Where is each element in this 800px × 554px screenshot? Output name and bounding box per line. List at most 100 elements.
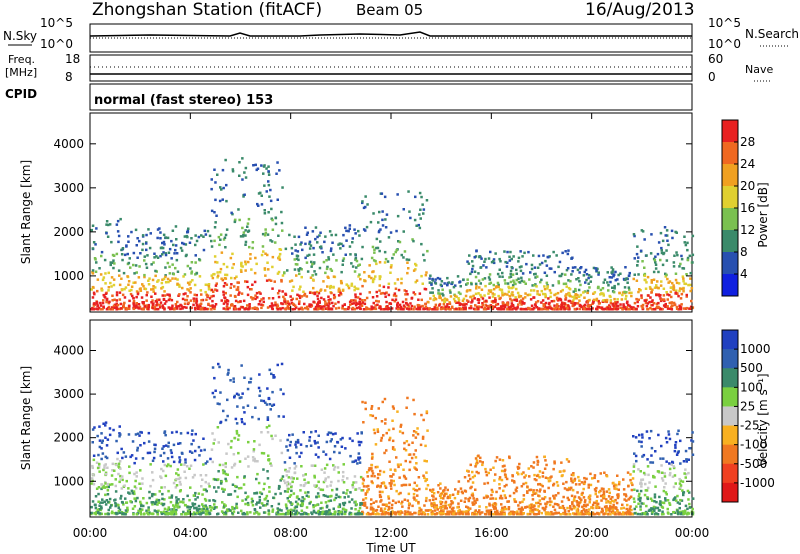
echo-cell <box>684 504 688 508</box>
echo-cell <box>513 306 516 310</box>
echo-cell <box>258 443 261 447</box>
echo-cell <box>354 253 357 256</box>
echo-cell <box>147 440 151 443</box>
echo-cell <box>276 304 280 308</box>
echo-cell <box>233 464 236 467</box>
echo-cell <box>666 507 669 511</box>
echo-cell <box>299 489 302 492</box>
echo-cell <box>201 298 205 302</box>
echo-cell <box>364 493 367 496</box>
echo-cell <box>253 271 257 275</box>
echo-cell <box>683 511 686 514</box>
echo-cell <box>333 465 337 469</box>
echo-cell <box>632 277 635 281</box>
echo-cell <box>138 507 142 511</box>
echo-cell <box>167 306 170 309</box>
echo-cell <box>166 293 169 296</box>
echo-cell <box>285 505 288 508</box>
echo-cell <box>139 430 142 434</box>
echo-cell <box>439 487 442 490</box>
echo-cell <box>329 298 332 301</box>
echo-cell <box>654 261 657 264</box>
echo-cell <box>186 494 189 498</box>
echo-cell <box>538 490 541 493</box>
echo-cell <box>157 501 160 504</box>
echo-cell <box>385 300 388 304</box>
echo-cell <box>616 304 620 308</box>
echo-cell <box>317 304 321 308</box>
echo-cell <box>315 484 318 487</box>
echo-cell <box>625 513 628 516</box>
echo-cell <box>96 304 100 307</box>
echo-cell <box>109 263 112 267</box>
echo-cell <box>240 396 243 399</box>
echo-cell <box>567 308 570 311</box>
echo-cell <box>638 433 641 437</box>
echo-cell <box>281 186 284 189</box>
echo-cell <box>674 272 678 275</box>
echo-cell <box>125 479 128 483</box>
echo-cell <box>259 491 262 494</box>
echo-cell <box>554 511 558 514</box>
echo-cell <box>540 307 543 311</box>
echo-cell <box>657 305 660 309</box>
echo-cell <box>381 512 384 516</box>
echo-cell <box>494 497 498 500</box>
echo-cell <box>249 257 252 260</box>
echo-cell <box>485 266 488 269</box>
echo-cell <box>599 472 602 475</box>
freq-unit: [MHz] <box>5 66 37 79</box>
echo-cell <box>182 292 185 296</box>
echo-cell <box>402 230 405 233</box>
echo-cell <box>473 297 476 300</box>
echo-cell <box>272 374 275 377</box>
echo-cell <box>397 492 401 496</box>
echo-cell <box>107 305 111 309</box>
echo-cell <box>586 300 590 304</box>
echo-cell <box>668 301 671 305</box>
beam-title: Beam 05 <box>356 1 423 19</box>
echo-cell <box>145 266 149 269</box>
echo-cell <box>114 484 117 488</box>
echo-cell <box>644 299 647 303</box>
echo-cell <box>496 509 499 513</box>
echo-cell <box>379 509 383 512</box>
echo-cell <box>553 304 556 307</box>
echo-cell <box>222 262 226 266</box>
echo-cell <box>641 260 644 263</box>
echo-cell <box>246 230 250 233</box>
echo-cell <box>665 229 669 232</box>
echo-cell <box>174 225 178 228</box>
echo-cell <box>349 253 352 256</box>
echo-cell <box>639 289 642 292</box>
echo-cell <box>320 296 323 300</box>
echo-cell <box>636 260 640 263</box>
echo-cell <box>226 398 229 402</box>
echo-cell <box>313 291 317 294</box>
echo-cell <box>651 507 655 510</box>
echo-cell <box>516 291 520 295</box>
echo-cell <box>371 306 375 309</box>
echo-cell <box>627 498 630 501</box>
echo-cell <box>646 465 650 468</box>
echo-cell <box>380 192 384 195</box>
echo-cell <box>139 469 142 472</box>
echo-cell <box>325 267 329 271</box>
freq-strip: 18 8 Freq. [MHz] 60 0 Nave <box>5 52 773 84</box>
echo-cell <box>313 510 316 514</box>
echo-cell <box>298 307 301 311</box>
echo-cell <box>153 502 157 506</box>
echo-cell <box>523 476 526 479</box>
echo-cell <box>97 486 101 489</box>
echo-cell <box>620 507 623 510</box>
echo-cell <box>91 473 95 476</box>
echo-cell <box>611 499 614 503</box>
echo-cell <box>359 307 362 311</box>
echo-cell <box>573 297 576 300</box>
echo-cell <box>573 497 576 500</box>
echo-cell <box>565 285 568 288</box>
echo-cell <box>207 288 211 291</box>
echo-cell <box>630 307 634 310</box>
echo-cell <box>215 490 218 493</box>
echo-cell <box>549 291 553 295</box>
